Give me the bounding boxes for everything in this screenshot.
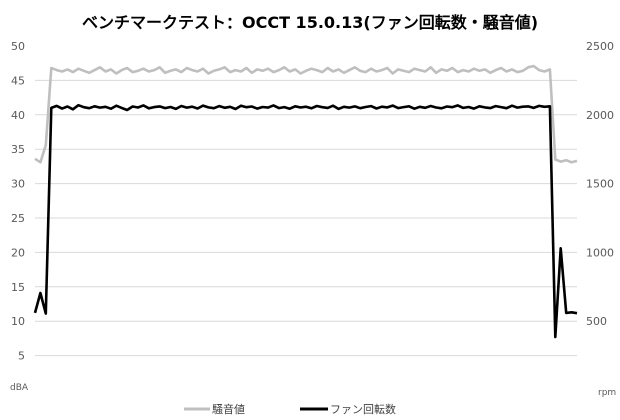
- y-tick-label: 30: [11, 178, 25, 191]
- y2-axis-label: rpm: [598, 388, 616, 398]
- y2-tick-label: 1500: [586, 178, 614, 191]
- y-axis-label: dBA: [10, 383, 29, 393]
- legend-label-noise: 騒音値: [212, 402, 245, 416]
- legend: 騒音値 ファン回転数: [184, 402, 396, 416]
- y-tick-label: 10: [11, 315, 25, 328]
- y-tick-label: 50: [11, 40, 25, 53]
- chart-title: ベンチマークテスト：OCCT 15.0.13(ファン回転数・騒音値): [82, 13, 538, 32]
- y2-tick-label: 500: [586, 315, 607, 328]
- series-line-fan-rpm: [33, 103, 578, 339]
- y-tick-label: 20: [11, 246, 25, 259]
- y-tick-label: 40: [11, 109, 25, 122]
- y2-tick-label: 1000: [586, 246, 614, 259]
- legend-label-fan: ファン回転数: [330, 403, 396, 416]
- y-tick-label: 15: [11, 281, 25, 294]
- y-tick-label: 5: [18, 350, 25, 363]
- y-tick-label: 25: [11, 212, 25, 225]
- y2-tick-label: 2000: [586, 109, 614, 122]
- series-line-noise: [34, 64, 578, 164]
- y-tick-label: 35: [11, 143, 25, 156]
- y-tick-label: 45: [11, 74, 25, 87]
- y2-tick-label: 2500: [586, 40, 614, 53]
